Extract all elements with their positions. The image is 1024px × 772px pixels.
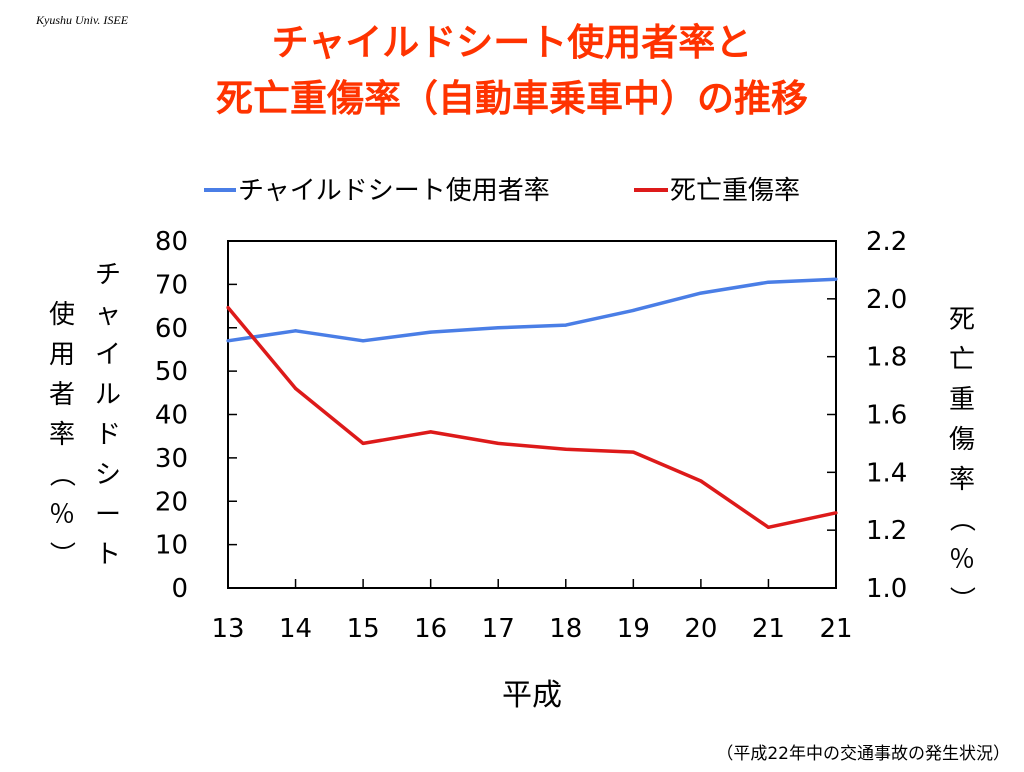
x-tick-label: 21 (819, 614, 852, 644)
left-axis-title: ト (95, 540, 121, 570)
left-axis-title: 用 (49, 340, 75, 370)
series-1-point (429, 330, 433, 334)
left-tick-label: 30 (155, 444, 188, 474)
right-tick-label: 1.2 (866, 516, 907, 546)
series-1-point (361, 339, 365, 343)
left-tick-label: 0 (171, 574, 188, 604)
series-1-point (496, 326, 500, 330)
right-axis-title: 率 (949, 465, 975, 495)
page-title-line2: 死亡重傷率（自動車乗車中）の推移 (216, 77, 808, 120)
series-1-point (564, 323, 568, 327)
right-tick-label: 2.2 (866, 227, 907, 257)
left-axis-title: ド (95, 420, 121, 450)
left-axis-title: 使 (49, 300, 75, 330)
left-tick-label: 40 (155, 401, 188, 431)
series-1-point (293, 329, 298, 333)
left-tick-label: 60 (155, 314, 188, 344)
left-axis-title: 者 (49, 380, 75, 410)
legend-label-injury: 死亡重傷率 (670, 176, 800, 206)
right-axis-title: 重 (949, 385, 975, 415)
series-1-point (766, 280, 771, 284)
series-2-point (429, 430, 433, 434)
plot-frame (227, 240, 837, 589)
series-2-point (496, 441, 500, 446)
right-axis-title: （ (946, 506, 976, 532)
left-tick-label: 80 (155, 227, 188, 257)
left-axis-title: ー (95, 500, 121, 530)
left-axis-title: ャ (95, 300, 121, 330)
x-tick-label: 21 (752, 614, 785, 644)
left-tick-label: 20 (155, 487, 188, 517)
series-1-point (226, 339, 230, 343)
right-axis-title: ） (946, 586, 976, 612)
x-tick-label: 20 (684, 614, 717, 644)
series-2-point (834, 511, 838, 515)
x-tick-label: 13 (211, 614, 244, 644)
series-2-point (226, 305, 230, 310)
left-axis-title: ） (46, 541, 76, 567)
x-tick-label: 17 (482, 614, 515, 644)
right-axis-title: 亡 (949, 345, 975, 375)
series-1-point (631, 308, 635, 312)
left-axis-title: （ (46, 461, 76, 487)
left-tick-label: 50 (155, 357, 188, 387)
series-2-point (699, 479, 703, 483)
left-axis-title: イ (95, 340, 121, 370)
page-title-line1: チャイルドシート使用者率と (271, 21, 753, 64)
series-2-point (631, 450, 635, 454)
x-tick-label: 16 (414, 614, 447, 644)
institution-label: Kyushu Univ. ISEE (36, 13, 129, 27)
right-axis-title: 傷 (949, 425, 975, 455)
series-2-point (293, 386, 298, 391)
x-axis-title: 平成 (502, 678, 562, 713)
series-line-2 (226, 306, 837, 530)
series-line-1 (227, 277, 837, 343)
x-tick-label: 15 (347, 614, 380, 644)
series-2-point (766, 525, 771, 529)
left-tick-label: 10 (155, 531, 188, 561)
right-tick-label: 1.0 (866, 574, 907, 604)
left-tick-label: 70 (155, 270, 188, 300)
series-1-point (699, 291, 703, 295)
x-tick-label: 19 (617, 614, 650, 644)
legend-label-usage: チャイルドシート使用者率 (238, 176, 550, 206)
left-axis-title: ％ (49, 500, 75, 530)
series-2-point (361, 441, 365, 446)
series-1-point (834, 277, 838, 281)
series-2-point (564, 447, 568, 451)
right-tick-label: 1.8 (866, 343, 907, 373)
left-axis-title: ル (95, 380, 121, 410)
x-tick-label: 18 (549, 614, 582, 644)
right-axis-title: 死 (949, 305, 975, 335)
x-tick-label: 14 (279, 614, 312, 644)
left-axis-title: 率 (49, 420, 75, 450)
left-axis-title: シ (95, 460, 121, 490)
right-tick-label: 2.0 (866, 285, 907, 315)
left-axis-title: チ (95, 260, 121, 290)
source-note: （平成22年中の交通事故の発生状況） (716, 744, 1010, 764)
right-axis-title: ％ (949, 545, 975, 575)
right-tick-label: 1.4 (866, 458, 907, 488)
right-tick-label: 1.6 (866, 401, 907, 431)
